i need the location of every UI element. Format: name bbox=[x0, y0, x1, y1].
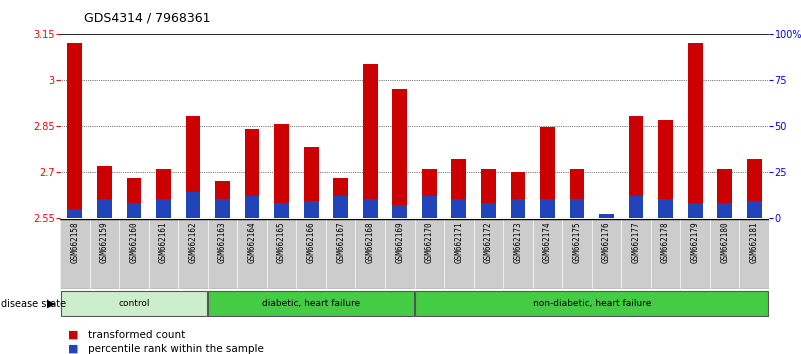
Text: GSM662171: GSM662171 bbox=[454, 222, 463, 263]
Text: GSM662179: GSM662179 bbox=[690, 222, 699, 263]
Bar bbox=[244, 196, 260, 218]
Text: ■: ■ bbox=[68, 330, 78, 339]
Text: GSM662169: GSM662169 bbox=[395, 222, 405, 263]
Bar bbox=[186, 192, 200, 218]
Text: disease state: disease state bbox=[1, 298, 66, 309]
Bar bbox=[510, 172, 525, 218]
Bar bbox=[97, 166, 112, 218]
Bar bbox=[422, 169, 437, 218]
Text: GDS4314 / 7968361: GDS4314 / 7968361 bbox=[84, 12, 211, 25]
Bar bbox=[333, 178, 348, 218]
Bar bbox=[127, 203, 141, 218]
Bar bbox=[570, 199, 585, 218]
Text: GSM662166: GSM662166 bbox=[307, 222, 316, 263]
Bar bbox=[215, 199, 230, 218]
Bar bbox=[570, 169, 585, 218]
Text: GSM662168: GSM662168 bbox=[366, 222, 375, 263]
Bar bbox=[540, 127, 555, 218]
Text: ■: ■ bbox=[68, 344, 78, 354]
Bar bbox=[717, 203, 732, 218]
FancyBboxPatch shape bbox=[208, 291, 414, 316]
Text: GSM662180: GSM662180 bbox=[720, 222, 729, 263]
Bar bbox=[186, 116, 200, 218]
Text: diabetic, heart failure: diabetic, heart failure bbox=[262, 299, 360, 308]
Text: GSM662172: GSM662172 bbox=[484, 222, 493, 263]
Bar bbox=[688, 203, 702, 218]
Bar bbox=[481, 203, 496, 218]
Bar bbox=[717, 169, 732, 218]
Bar bbox=[127, 178, 141, 218]
Bar bbox=[599, 214, 614, 218]
Text: GSM662177: GSM662177 bbox=[631, 222, 641, 263]
Bar bbox=[510, 199, 525, 218]
Bar bbox=[599, 215, 614, 218]
Bar bbox=[363, 199, 377, 218]
Bar bbox=[747, 201, 762, 218]
Text: GSM662160: GSM662160 bbox=[130, 222, 139, 263]
Text: GSM662161: GSM662161 bbox=[159, 222, 168, 263]
Bar bbox=[333, 196, 348, 218]
Text: GSM662170: GSM662170 bbox=[425, 222, 434, 263]
Bar bbox=[156, 169, 171, 218]
Bar bbox=[97, 199, 112, 218]
Bar bbox=[481, 169, 496, 218]
Text: non-diabetic, heart failure: non-diabetic, heart failure bbox=[533, 299, 651, 308]
Bar bbox=[392, 89, 407, 218]
FancyBboxPatch shape bbox=[61, 291, 207, 316]
Bar bbox=[244, 129, 260, 218]
Text: control: control bbox=[119, 299, 150, 308]
Bar bbox=[422, 196, 437, 218]
Text: GSM662178: GSM662178 bbox=[661, 222, 670, 263]
Bar bbox=[688, 43, 702, 218]
Text: GSM662176: GSM662176 bbox=[602, 222, 611, 263]
Bar bbox=[629, 196, 643, 218]
Bar bbox=[304, 147, 319, 218]
Text: GSM662167: GSM662167 bbox=[336, 222, 345, 263]
Bar bbox=[747, 159, 762, 218]
Bar bbox=[452, 159, 466, 218]
Text: GSM662173: GSM662173 bbox=[513, 222, 522, 263]
Bar bbox=[156, 199, 171, 218]
Bar bbox=[363, 64, 377, 218]
Text: GSM662181: GSM662181 bbox=[750, 222, 759, 263]
Bar bbox=[67, 43, 83, 218]
Bar bbox=[540, 199, 555, 218]
Bar bbox=[452, 199, 466, 218]
Bar bbox=[392, 205, 407, 218]
Bar bbox=[215, 181, 230, 218]
Text: GSM662165: GSM662165 bbox=[277, 222, 286, 263]
FancyBboxPatch shape bbox=[415, 291, 768, 316]
Bar bbox=[629, 116, 643, 218]
Bar bbox=[274, 124, 289, 218]
Bar bbox=[658, 199, 673, 218]
Bar bbox=[304, 201, 319, 218]
Bar bbox=[67, 209, 83, 218]
Bar bbox=[658, 120, 673, 218]
Text: GSM662175: GSM662175 bbox=[573, 222, 582, 263]
Text: GSM662164: GSM662164 bbox=[248, 222, 256, 263]
Text: GSM662158: GSM662158 bbox=[70, 222, 79, 263]
Bar bbox=[274, 203, 289, 218]
Text: percentile rank within the sample: percentile rank within the sample bbox=[88, 344, 264, 354]
Text: transformed count: transformed count bbox=[88, 330, 185, 339]
Text: GSM662162: GSM662162 bbox=[188, 222, 198, 263]
Text: GSM662163: GSM662163 bbox=[218, 222, 227, 263]
Text: GSM662174: GSM662174 bbox=[543, 222, 552, 263]
Text: GSM662159: GSM662159 bbox=[100, 222, 109, 263]
Text: ▶: ▶ bbox=[46, 298, 55, 309]
